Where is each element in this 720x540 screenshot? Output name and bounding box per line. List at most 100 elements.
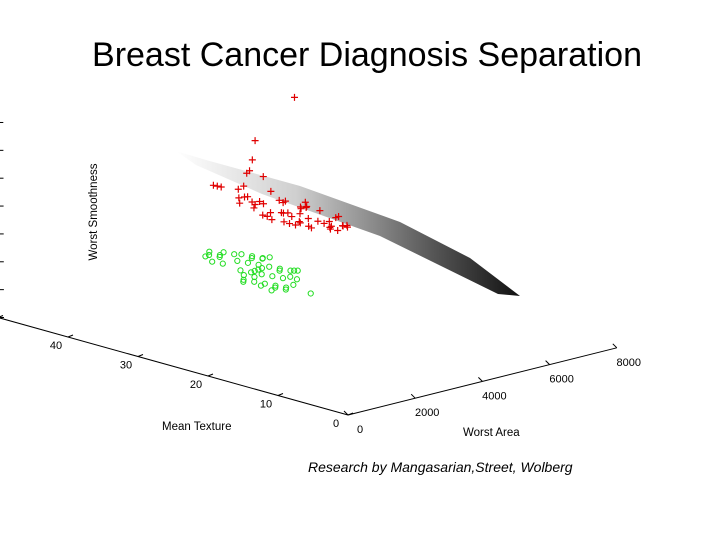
benign-point xyxy=(279,275,287,282)
y-tick-label: 2000 xyxy=(415,407,439,419)
malignant-point xyxy=(301,198,309,206)
benign-point xyxy=(219,260,226,267)
benign-point xyxy=(251,267,258,275)
series-benign xyxy=(202,248,314,297)
malignant-point xyxy=(296,219,304,227)
benign-point xyxy=(220,249,227,256)
benign-point xyxy=(307,290,314,297)
malignant-point xyxy=(288,213,296,221)
malignant-point xyxy=(240,182,248,190)
malignant-point xyxy=(325,218,333,226)
x-axis-line xyxy=(0,317,349,416)
benign-point xyxy=(205,251,213,259)
malignant-point xyxy=(326,225,334,233)
malignant-point xyxy=(248,198,256,206)
malignant-point xyxy=(279,199,287,207)
x-tick-label: 10 xyxy=(260,399,272,411)
benign-point xyxy=(266,254,273,261)
slide-title: Breast Cancer Diagnosis Separation xyxy=(92,36,642,74)
malignant-point xyxy=(302,204,310,212)
malignant-point xyxy=(335,212,343,220)
malignant-point xyxy=(248,156,256,164)
y-tick-label: 8000 xyxy=(617,357,641,369)
benign-point xyxy=(251,273,258,281)
y-tick-mark xyxy=(545,360,550,365)
malignant-point xyxy=(320,219,328,227)
x-tick-mark xyxy=(137,354,144,357)
y-tick-mark xyxy=(343,410,349,416)
benign-point xyxy=(287,267,294,274)
benign-point xyxy=(247,269,255,276)
benign-point xyxy=(290,281,297,288)
x-tick-mark xyxy=(347,412,354,416)
benign-point xyxy=(216,251,224,259)
benign-point xyxy=(234,257,241,264)
benign-point xyxy=(268,287,275,294)
malignant-point xyxy=(280,218,288,226)
malignant-point xyxy=(243,169,251,177)
malignant-point xyxy=(268,216,276,224)
benign-point xyxy=(291,267,298,274)
malignant-point xyxy=(209,181,217,189)
benign-point xyxy=(248,255,255,262)
benign-point xyxy=(240,271,247,279)
x-tick-label: 30 xyxy=(120,360,132,372)
benign-point xyxy=(259,255,266,262)
malignant-point xyxy=(236,199,244,207)
plane-surface xyxy=(176,151,520,296)
malignant-point xyxy=(259,200,267,208)
malignant-point xyxy=(217,183,225,191)
x-tick-mark xyxy=(207,373,214,377)
malignant-point xyxy=(290,93,298,101)
x-tick-mark xyxy=(0,315,4,318)
malignant-point xyxy=(267,209,275,217)
y-tick-mark xyxy=(478,377,483,382)
benign-point xyxy=(240,278,247,285)
y-tick-mark xyxy=(410,393,416,399)
benign-point xyxy=(209,258,216,265)
y-tick-mark xyxy=(612,343,618,349)
malignant-point xyxy=(296,210,304,218)
benign-point xyxy=(293,276,301,283)
malignant-point xyxy=(250,204,258,212)
benign-point xyxy=(258,265,266,272)
y-axis-label: Worst Area xyxy=(463,427,520,439)
benign-point xyxy=(202,253,209,260)
malignant-point xyxy=(275,196,283,204)
benign-point xyxy=(231,251,238,258)
malignant-point xyxy=(244,193,252,201)
separating-plane xyxy=(176,151,520,296)
malignant-point xyxy=(295,218,303,226)
x-tick-label: 40 xyxy=(50,340,62,352)
benign-point xyxy=(266,263,273,270)
benign-point xyxy=(257,282,265,289)
benign-point xyxy=(287,273,294,280)
malignant-point xyxy=(292,221,300,229)
benign-point xyxy=(244,259,252,266)
benign-point xyxy=(269,273,276,280)
y-tick-label: 0 xyxy=(357,424,363,436)
y-tick-label: 6000 xyxy=(549,374,573,386)
malignant-point xyxy=(263,212,271,220)
data-points xyxy=(202,93,351,297)
benign-point xyxy=(272,284,279,291)
y-tick-label: 4000 xyxy=(482,390,506,402)
x-tick-mark xyxy=(67,334,74,338)
benign-point xyxy=(255,266,262,273)
research-credit: Research by Mangasarian,Street, Wolberg xyxy=(308,459,573,475)
malignant-point xyxy=(284,209,292,217)
benign-point xyxy=(294,267,301,274)
benign-point xyxy=(237,267,244,274)
malignant-point xyxy=(307,224,315,232)
malignant-point xyxy=(251,137,259,145)
z-axis-label: Worst Smoothness xyxy=(88,163,100,260)
malignant-point xyxy=(286,220,293,228)
malignant-point xyxy=(259,173,267,181)
malignant-point xyxy=(314,217,322,225)
malignant-point xyxy=(334,226,342,234)
malignant-point xyxy=(213,182,221,190)
benign-point xyxy=(206,248,213,255)
malignant-point xyxy=(304,214,312,222)
